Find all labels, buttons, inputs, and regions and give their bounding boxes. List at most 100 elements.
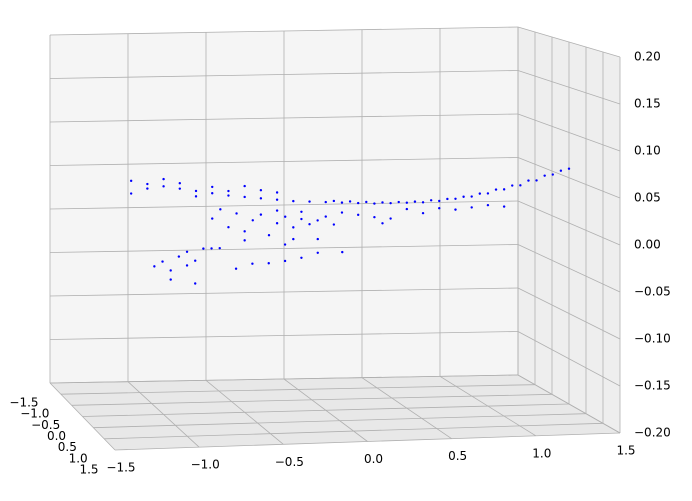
grid-line <box>49 287 519 297</box>
point <box>470 195 473 198</box>
point <box>162 177 165 181</box>
point <box>267 262 270 265</box>
point <box>486 203 490 207</box>
grid-line <box>517 374 621 434</box>
z-tick-label: −0.10 <box>634 332 671 346</box>
point <box>381 201 384 204</box>
grid-line <box>517 200 621 246</box>
point <box>259 188 263 192</box>
y-tick-label: 0.0 <box>47 429 66 443</box>
grid-line <box>517 113 621 152</box>
point <box>275 222 279 225</box>
grid-line <box>49 200 519 210</box>
grid-line <box>49 331 519 340</box>
x-tick-label: 0.0 <box>364 452 383 466</box>
z-tick-label: 0.05 <box>634 191 661 205</box>
grid-line <box>49 26 519 36</box>
x-tick-label: −1.5 <box>106 461 135 475</box>
grid-line <box>49 244 519 253</box>
grid-line <box>82 403 570 417</box>
point <box>292 226 295 229</box>
point <box>211 217 214 220</box>
point <box>348 200 352 203</box>
point <box>446 197 449 201</box>
point <box>397 200 400 204</box>
point <box>429 199 433 202</box>
point <box>381 222 384 225</box>
point <box>259 213 263 216</box>
point <box>527 179 530 182</box>
point <box>324 215 327 218</box>
y-tick-label: 1.0 <box>69 451 88 465</box>
point <box>194 259 197 262</box>
grid-line <box>517 244 621 293</box>
point <box>486 192 490 195</box>
grid-line <box>60 384 536 395</box>
point <box>283 259 287 263</box>
point <box>462 195 465 198</box>
point <box>259 197 263 200</box>
point <box>267 234 271 237</box>
point <box>185 250 189 253</box>
point <box>275 191 279 194</box>
grid-line <box>49 113 519 123</box>
point <box>169 278 172 281</box>
point <box>535 179 538 182</box>
point <box>177 255 181 258</box>
floor-pane <box>50 375 620 450</box>
point <box>211 192 214 195</box>
grid-line <box>71 393 553 406</box>
point <box>519 184 522 187</box>
point <box>292 199 295 203</box>
point <box>251 262 254 265</box>
point <box>543 174 546 177</box>
point <box>178 182 181 185</box>
point <box>308 223 311 226</box>
point <box>356 201 360 205</box>
point <box>251 219 254 222</box>
z-tick-label: 0.20 <box>634 50 661 64</box>
point <box>234 267 238 270</box>
point <box>389 217 392 220</box>
grid-line <box>49 70 519 79</box>
point <box>146 182 149 186</box>
point <box>356 213 360 217</box>
point <box>389 201 392 205</box>
point <box>340 211 344 214</box>
point <box>185 264 189 267</box>
grid-line <box>517 331 621 387</box>
x-tick-label: −0.5 <box>275 455 304 469</box>
y-tick-label: −0.5 <box>31 418 60 432</box>
point <box>243 195 246 199</box>
point <box>227 194 230 197</box>
point <box>308 200 311 203</box>
point <box>211 185 214 189</box>
point <box>340 201 344 204</box>
point <box>243 184 246 188</box>
point <box>161 260 164 263</box>
grid-line <box>517 287 621 340</box>
point <box>332 223 336 226</box>
point <box>300 256 303 259</box>
point <box>275 209 279 212</box>
point <box>219 208 222 211</box>
point <box>129 179 133 183</box>
point <box>373 202 376 205</box>
z-tick-label: −0.20 <box>634 426 671 440</box>
point <box>243 239 246 242</box>
point <box>511 184 514 187</box>
point <box>470 206 473 209</box>
point <box>454 208 457 211</box>
point <box>300 210 303 213</box>
point <box>218 246 221 250</box>
point <box>405 201 409 204</box>
point <box>162 185 165 188</box>
point <box>413 200 417 203</box>
z-tick-label: 0.15 <box>634 97 661 111</box>
point <box>210 247 213 250</box>
point <box>332 199 336 203</box>
point <box>421 211 425 215</box>
point <box>316 251 319 254</box>
point <box>194 195 198 198</box>
point <box>373 215 376 219</box>
